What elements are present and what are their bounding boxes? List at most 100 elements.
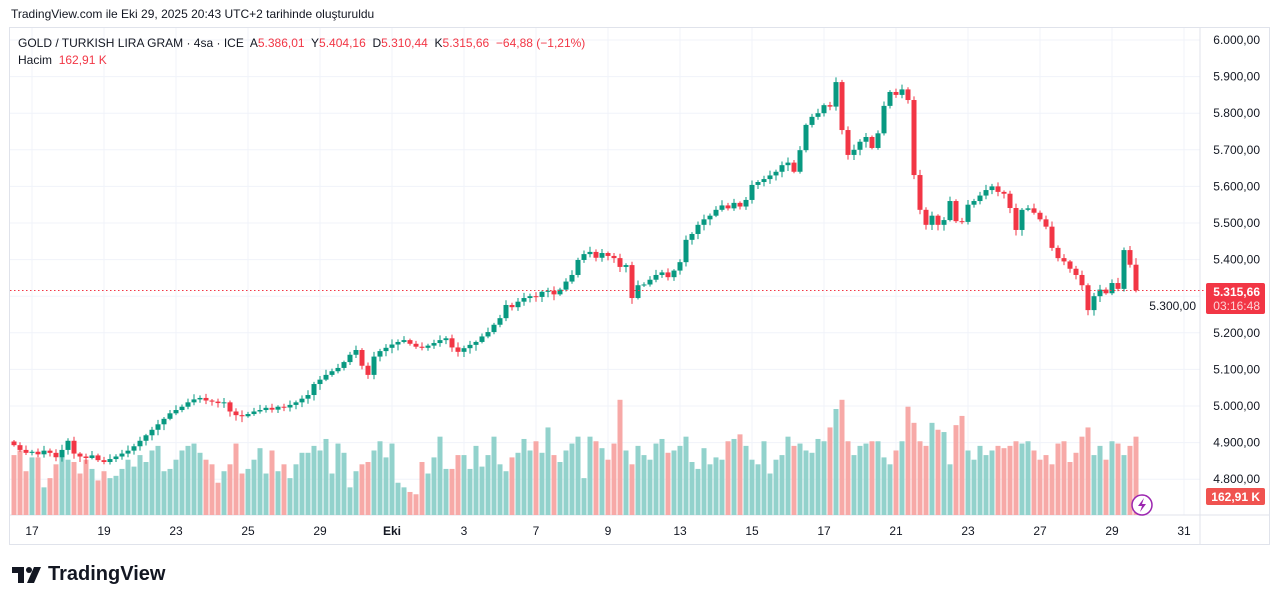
volume-bar	[323, 438, 329, 515]
candle	[383, 344, 389, 357]
volume-bar	[227, 464, 233, 515]
volume-bar	[11, 455, 17, 515]
candle-body	[1079, 274, 1085, 286]
volume-bar	[887, 464, 893, 515]
candle-body	[587, 251, 593, 255]
candle	[251, 407, 257, 416]
volume-bar	[581, 478, 587, 515]
candle	[713, 206, 719, 218]
volume-bar	[317, 450, 323, 515]
candle-body	[251, 411, 257, 415]
candle-body	[389, 344, 395, 348]
volume-bar	[947, 464, 953, 515]
candle-body	[515, 301, 521, 308]
tradingview-logo[interactable]: TradingView	[12, 563, 165, 586]
volume-bar	[677, 445, 683, 515]
candle-body	[275, 406, 281, 410]
volume-bar	[311, 445, 317, 515]
candle-body	[167, 413, 173, 419]
volume-bar	[107, 478, 113, 515]
volume-bar	[431, 457, 437, 515]
candle	[725, 202, 731, 211]
volume-bar	[179, 450, 185, 515]
volume-bars	[11, 399, 1139, 515]
candle	[707, 213, 713, 226]
volume-bar	[563, 450, 569, 515]
candle	[113, 454, 119, 462]
volume-bar	[143, 462, 149, 515]
volume-bar	[557, 462, 563, 515]
price-tick-label: 5.700,00	[1213, 143, 1260, 157]
volume-bar	[419, 462, 425, 515]
candle-body	[179, 406, 185, 411]
candle	[953, 199, 959, 223]
candle-body	[737, 202, 743, 207]
candle-body	[485, 332, 491, 337]
volume-bar	[989, 450, 995, 515]
candle-body	[473, 341, 479, 345]
volume-bar	[1127, 445, 1133, 515]
candle-body	[365, 365, 371, 375]
candle-body	[533, 296, 539, 298]
candle-body	[347, 354, 353, 363]
volume-bar	[923, 445, 929, 515]
candle-body	[1109, 283, 1115, 294]
candle	[353, 345, 359, 359]
candle	[983, 184, 989, 200]
volume-bar	[569, 443, 575, 515]
candle-body	[881, 105, 887, 134]
time-tick-label: 3	[461, 524, 468, 538]
candle	[155, 419, 161, 436]
volume-bar	[893, 450, 899, 515]
volume-bar	[479, 466, 485, 515]
volume-bar	[545, 427, 551, 515]
candle-body	[773, 171, 779, 176]
candle-body	[335, 367, 341, 372]
volume-bar	[551, 455, 557, 515]
candle	[377, 348, 383, 362]
volume-bar	[587, 436, 593, 515]
candle	[125, 445, 131, 458]
volume-bar	[485, 455, 491, 515]
volume-bar	[1133, 436, 1139, 515]
volume-bar	[533, 441, 539, 515]
volume-bar	[965, 450, 971, 515]
volume-bar	[917, 441, 923, 515]
candle	[905, 87, 911, 104]
candle	[35, 448, 41, 458]
candle	[299, 395, 305, 408]
volume-bar	[41, 487, 47, 515]
grid	[10, 28, 1270, 545]
candle	[71, 436, 77, 459]
volume-bar	[617, 399, 623, 515]
lightning-icon[interactable]	[1131, 494, 1153, 516]
volume-bar	[1115, 443, 1121, 515]
candle	[47, 448, 53, 457]
candle-body	[665, 272, 671, 278]
candle	[431, 339, 437, 349]
candle	[497, 314, 503, 328]
volume-bar	[29, 457, 35, 515]
candle	[215, 398, 221, 408]
candle-body	[443, 338, 449, 341]
volume-bar	[1073, 452, 1079, 515]
candle-body	[209, 400, 215, 402]
candles	[11, 77, 1139, 465]
candle	[779, 161, 785, 178]
volume-bar	[767, 473, 773, 515]
candle-body	[965, 204, 971, 222]
candle	[365, 362, 371, 379]
candle	[887, 90, 893, 109]
volume-bar	[383, 457, 389, 515]
volume-bar	[119, 468, 125, 515]
volume-bar	[239, 473, 245, 515]
candle	[185, 398, 191, 410]
volume-bar	[809, 452, 815, 515]
symbol-title[interactable]: GOLD / TURKISH LIRA GRAM · 4sa · ICE	[18, 36, 244, 50]
candle	[275, 405, 281, 413]
candle-body	[683, 239, 689, 263]
candle-body	[185, 402, 191, 407]
candle-body	[461, 348, 467, 352]
candle	[263, 405, 269, 413]
